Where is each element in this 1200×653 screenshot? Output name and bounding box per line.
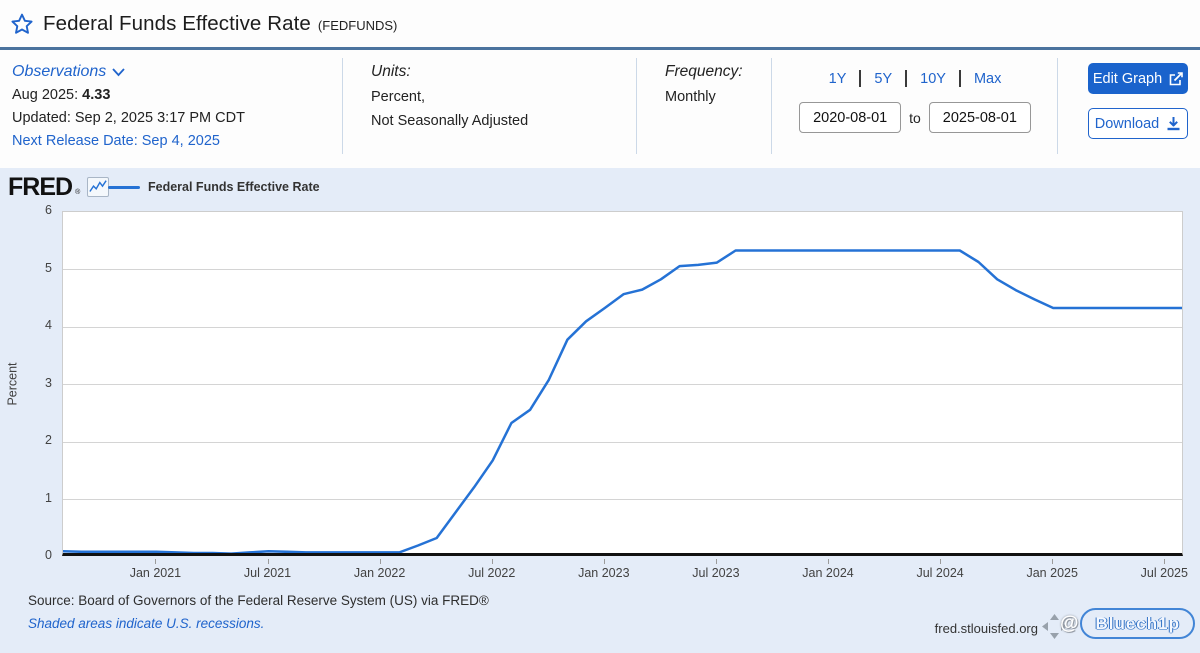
legend-label: Federal Funds Effective Rate (148, 180, 320, 194)
edit-graph-label: Edit Graph (1092, 70, 1163, 87)
preset-separator (859, 70, 862, 87)
chevron-down-icon (112, 67, 125, 76)
x-tick-mark (715, 559, 717, 564)
units-section: Units: Percent, Not Seasonally Adjusted (343, 50, 637, 168)
frequency-value: Monthly (665, 89, 716, 105)
download-label: Download (1094, 115, 1160, 132)
recessions-link[interactable]: Shaded areas indicate U.S. recessions. (28, 616, 265, 631)
next-release-link[interactable]: Next Release Date: Sep 4, 2025 (12, 133, 220, 149)
x-tick-mark (491, 559, 493, 564)
edit-graph-button[interactable]: Edit Graph (1088, 63, 1188, 94)
download-button[interactable]: Download (1088, 108, 1188, 139)
page-title: Federal Funds Effective Rate (43, 11, 311, 35)
preset-1y[interactable]: 1Y (828, 70, 847, 87)
units-value-1: Percent, (371, 89, 425, 105)
end-date-input[interactable] (928, 102, 1031, 133)
latest-observation: Aug 2025: 4.33 (12, 87, 111, 103)
section-divider (771, 58, 772, 154)
x-tick-label: Jan 2024 (802, 566, 854, 580)
preset-separator (905, 70, 908, 87)
fullscreen-expand-icon[interactable] (1041, 613, 1068, 640)
chart-module: FRED ® Federal Funds Effective Rate Perc… (0, 168, 1200, 653)
gridline (63, 499, 1182, 500)
gridline (63, 269, 1182, 270)
section-divider (636, 58, 637, 154)
actions-section: Edit Graph Download (1058, 50, 1200, 168)
source-attribution: Source: Board of Governors of the Federa… (28, 593, 489, 608)
units-label: Units: (371, 63, 411, 80)
favorite-star-icon[interactable] (10, 12, 34, 36)
fred-registered-mark: ® (75, 189, 81, 196)
x-tick-mark (603, 559, 605, 564)
x-tick-mark (1164, 559, 1166, 564)
updated-timestamp: Updated: Sep 2, 2025 3:17 PM CDT (12, 110, 245, 126)
controls-bar: Observations Aug 2025: 4.33 Updated: Sep… (0, 50, 1200, 168)
chart-legend: Federal Funds Effective Rate (108, 180, 320, 194)
preset-max[interactable]: Max (973, 70, 1002, 87)
header-divider (0, 47, 1200, 50)
latest-value: 4.33 (82, 87, 111, 103)
x-tick-label: Jan 2021 (129, 566, 182, 580)
y-tick-label: 3 (45, 375, 52, 390)
y-tick-label: 1 (45, 490, 52, 505)
y-tick-label: 0 (45, 548, 52, 562)
preset-5y[interactable]: 5Y (874, 70, 893, 87)
x-tick-label: Jul 2023 (692, 566, 740, 580)
gridline (63, 384, 1182, 385)
date-range-section: 1Y 5Y 10Y Max to (772, 50, 1058, 168)
x-tick-mark (267, 559, 269, 564)
preset-separator (958, 70, 961, 87)
frequency-label: Frequency: (665, 63, 743, 80)
edit-icon (1169, 71, 1183, 85)
y-tick-label: 5 (45, 260, 52, 275)
page-header: Federal Funds Effective Rate (FEDFUNDS) (0, 0, 1200, 47)
x-tick-mark (155, 559, 157, 564)
series-ticker: (FEDFUNDS) (317, 18, 398, 33)
frequency-section: Frequency: Monthly (637, 50, 772, 168)
sparkline-icon (87, 177, 110, 197)
section-divider (342, 58, 343, 154)
site-url: fred.stlouisfed.org (934, 621, 1038, 636)
start-date-input[interactable] (799, 102, 902, 133)
gridline (63, 441, 1182, 443)
y-axis-title: Percent (6, 361, 20, 406)
download-icon (1167, 117, 1180, 131)
x-tick-label: Jan 2025 (1026, 566, 1078, 580)
preset-10y[interactable]: 10Y (920, 70, 946, 87)
watermark: @ Bluech1p (1060, 608, 1195, 639)
x-tick-mark (940, 559, 942, 564)
range-presets: 1Y 5Y 10Y Max (816, 70, 1015, 87)
x-tick-label: Jul 2022 (468, 566, 516, 580)
y-tick-label: 2 (45, 433, 52, 447)
x-tick-label: Jul 2021 (243, 566, 292, 580)
legend-line-swatch (108, 185, 140, 189)
watermark-badge: Bluech1p (1080, 608, 1195, 639)
x-tick-mark (828, 559, 830, 564)
observations-section: Observations Aug 2025: 4.33 Updated: Sep… (0, 50, 343, 168)
fred-logo[interactable]: FRED ® (8, 173, 110, 201)
watermark-at: @ (1059, 612, 1079, 634)
x-tick-label: Jan 2022 (353, 566, 406, 580)
y-tick-label: 6 (45, 203, 52, 217)
observations-label: Observations (12, 63, 107, 80)
x-tick-mark (379, 559, 381, 564)
y-tick-label: 4 (45, 318, 52, 332)
gridline (63, 326, 1182, 328)
fred-logo-text: FRED (8, 173, 73, 201)
observations-toggle[interactable]: Observations (12, 63, 343, 81)
to-label: to (909, 109, 921, 126)
plot-area (62, 211, 1183, 556)
x-tick-label: Jul 2024 (916, 566, 964, 580)
units-value-2: Not Seasonally Adjusted (371, 113, 529, 129)
series-line (63, 249, 1182, 553)
x-tick-mark (1052, 559, 1054, 564)
section-divider (1057, 58, 1058, 154)
x-tick-label: Jan 2023 (578, 566, 630, 580)
x-tick-label: Jul 2025 (1140, 566, 1188, 580)
